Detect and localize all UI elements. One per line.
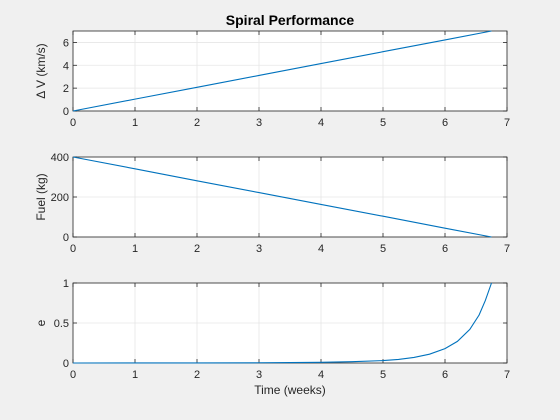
x-tick-label: 3 xyxy=(256,243,262,255)
y-axis-label: Fuel (kg) xyxy=(34,173,48,220)
x-tick-label: 7 xyxy=(504,117,510,129)
x-tick-label: 1 xyxy=(132,117,138,129)
chart-title: Spiral Performance xyxy=(226,12,355,28)
x-tick-label: 6 xyxy=(442,117,448,129)
y-tick-label: 0 xyxy=(63,358,69,370)
x-tick-label: 2 xyxy=(194,117,200,129)
y-tick-label: 0 xyxy=(63,232,69,244)
x-tick-label: 0 xyxy=(70,243,76,255)
x-tick-label: 5 xyxy=(380,117,386,129)
x-tick-label: 4 xyxy=(318,369,324,381)
subplot-3: 0 1 2 3 4 5 6 7 0 0.5 1 e Time (weeks) xyxy=(34,278,510,397)
subplot-1: 0 1 2 3 4 5 6 7 0 2 4 6 Spiral Performance Δ V (km/s) xyxy=(34,12,510,129)
x-tick-label: 4 xyxy=(318,117,324,129)
y-axis-label: Δ V (km/s) xyxy=(34,43,48,98)
x-tick-label: 6 xyxy=(442,369,448,381)
x-tick-label: 7 xyxy=(504,369,510,381)
x-tick-label: 0 xyxy=(70,117,76,129)
x-tick-label: 0 xyxy=(70,369,76,381)
axes-box xyxy=(72,30,508,112)
x-tick-label: 2 xyxy=(194,243,200,255)
x-tick-label: 2 xyxy=(194,369,200,381)
x-axis-label: Time (weeks) xyxy=(254,383,326,397)
x-tick-label: 1 xyxy=(132,243,138,255)
y-tick-label: 0 xyxy=(63,106,69,118)
x-tick-label: 6 xyxy=(442,243,448,255)
series-line-2 xyxy=(72,156,492,238)
y-tick-label: 1 xyxy=(63,278,69,290)
x-tick-label: 4 xyxy=(318,243,324,255)
x-tick-label: 7 xyxy=(504,243,510,255)
y-axis-label: e xyxy=(34,319,48,326)
x-tick-label: 5 xyxy=(380,369,386,381)
series-line-1 xyxy=(72,30,492,112)
y-tick-label: 200 xyxy=(51,192,69,204)
x-tick-label: 1 xyxy=(132,369,138,381)
y-tick-label: 0.5 xyxy=(54,318,69,330)
y-tick-label: 4 xyxy=(63,60,69,72)
x-tick-label: 3 xyxy=(256,369,262,381)
x-tick-label: 5 xyxy=(380,243,386,255)
y-tick-label: 400 xyxy=(51,152,69,164)
y-tick-label: 2 xyxy=(63,83,69,95)
series-line-3 xyxy=(72,282,493,364)
x-tick-label: 3 xyxy=(256,117,262,129)
y-tick-label: 6 xyxy=(63,37,69,49)
